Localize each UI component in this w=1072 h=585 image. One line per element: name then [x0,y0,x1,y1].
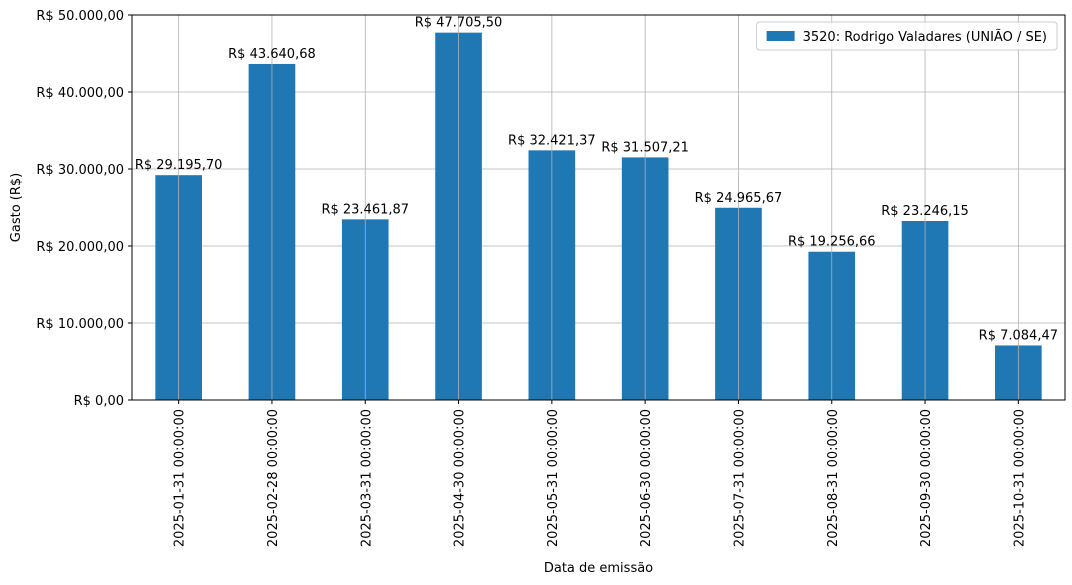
data-label: R$ 23.246,15 [881,204,969,219]
vertical-grid [178,15,1019,400]
x-tick-label: 2025-06-30 00:00:00 [639,409,654,547]
x-axis-title: Data de emissão [544,561,653,576]
data-label: R$ 19.256,66 [788,235,876,250]
x-tick-label: 2025-09-30 00:00:00 [919,409,934,547]
x-tick-label: 2025-05-31 00:00:00 [546,409,561,547]
data-label: R$ 31.507,21 [601,140,689,155]
legend-box [756,21,1058,51]
data-label: R$ 7.084,47 [979,328,1058,343]
legend-entry: 3520: Rodrigo Valadares (UNIÃO / SE) [803,29,1047,45]
data-label: R$ 24.965,67 [695,191,783,206]
x-tick-label: 2025-02-28 00:00:00 [266,409,281,547]
y-tick-label: R$ 40.000,00 [36,86,124,101]
data-label: R$ 43.640,68 [228,47,316,62]
plot-frame [131,14,1066,401]
y-tick-label: R$ 50.000,00 [36,9,124,24]
x-tick-label: 2025-08-31 00:00:00 [826,409,841,547]
x-axis-ticks: 2025-01-31 00:00:00 2025-02-28 00:00:00 20… [173,400,1027,547]
y-tick-label: R$ 0,00 [74,394,124,409]
data-label: R$ 29.195,70 [135,158,223,173]
x-tick-label: 2025-03-31 00:00:00 [359,409,374,547]
y-tick-label: R$ 10.000,00 [36,317,124,332]
data-label: R$ 47.705,50 [415,16,503,31]
x-tick-label: 2025-04-30 00:00:00 [453,409,468,547]
x-tick-label: 2025-01-31 00:00:00 [173,409,188,547]
y-tick-label: R$ 20.000,00 [36,240,124,255]
y-tick-label: R$ 30.000,00 [36,163,124,178]
y-axis-title: Gasto (R$) [9,173,24,242]
data-label: R$ 32.421,37 [508,133,596,148]
x-tick-label: 2025-07-31 00:00:00 [732,409,747,547]
y-axis-ticks: R$ 0,00 R$ 10.000,00 R$ 20.000,00 R$ 30.000… [36,9,132,409]
x-tick-label: 2025-10-31 00:00:00 [1012,409,1027,547]
data-labels: R$ 29.195,70 R$ 43.640,68 R$ 23.461,87 R$ 4… [135,16,1058,344]
legend: 3520: Rodrigo Valadares (UNIÃO / SE) [756,21,1058,51]
data-label: R$ 23.461,87 [321,202,409,217]
legend-swatch [766,31,795,41]
